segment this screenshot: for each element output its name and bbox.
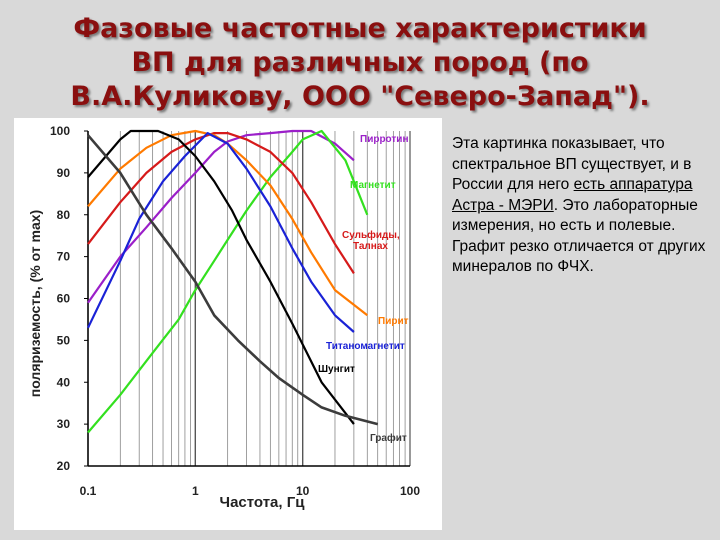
- title-line-2: ВП для различных пород (по: [131, 47, 589, 78]
- y-tick-label: 70: [57, 250, 71, 264]
- series-label: Шунгит: [318, 364, 355, 375]
- series-label: Сульфиды,: [342, 229, 400, 241]
- y-tick-label: 40: [57, 375, 71, 389]
- y-tick-label: 30: [57, 417, 71, 431]
- slide-title: Фазовые частотные характеристики ВП для …: [20, 12, 700, 114]
- ip-frequency-chart: 20 30 40 50 60 70 80 90 100 0.1 1 10 100 Частота, Гц п…: [27, 124, 420, 511]
- description-part-3: . Это лабораторные измерения, но есть и …: [452, 196, 706, 276]
- x-axis-title: Частота, Гц: [220, 494, 306, 511]
- title-line-3: В.А.Куликову, ООО "Северо-Запад").: [70, 81, 650, 112]
- series-label: Пирит: [378, 316, 409, 327]
- series-label: Титаномагнетит: [326, 341, 405, 352]
- series-line: [87, 132, 355, 274]
- description-text: Эта картинка показывает, что спектрально…: [452, 134, 710, 278]
- equipment-name: есть аппаратура Астра - МЭРИ: [452, 176, 693, 214]
- y-axis-title: поляриземость, (% от max): [27, 210, 43, 397]
- y-tick-label: 50: [57, 333, 71, 347]
- series-line: [87, 129, 355, 425]
- series-label: Магнетит: [350, 180, 396, 191]
- y-tick-label: 80: [57, 208, 71, 222]
- x-tick-label: 1: [192, 484, 199, 498]
- x-tick-label: 100: [400, 484, 420, 498]
- series-label: Графит: [370, 432, 407, 444]
- y-tick-label: 100: [50, 124, 70, 138]
- y-tick-label: 60: [57, 292, 71, 306]
- chart-panel: 20 30 40 50 60 70 80 90 100 0.1 1 10 100 Частота, Гц п…: [14, 118, 442, 530]
- description-part-1: Эта картинка показывает, что спектрально…: [452, 135, 692, 193]
- y-tick-label: 90: [57, 166, 71, 180]
- title-line-1: Фазовые частотные характеристики: [73, 13, 647, 44]
- series-label: Пирротин: [360, 134, 409, 145]
- series-line: [87, 129, 355, 304]
- x-tick-label: 0.1: [80, 484, 97, 498]
- series-label: Талнах: [353, 241, 388, 252]
- series-line: [87, 132, 355, 333]
- series-line: [87, 134, 379, 426]
- series-line: [87, 129, 369, 434]
- x-tick-label: 10: [296, 484, 310, 498]
- y-tick-label: 20: [57, 459, 71, 473]
